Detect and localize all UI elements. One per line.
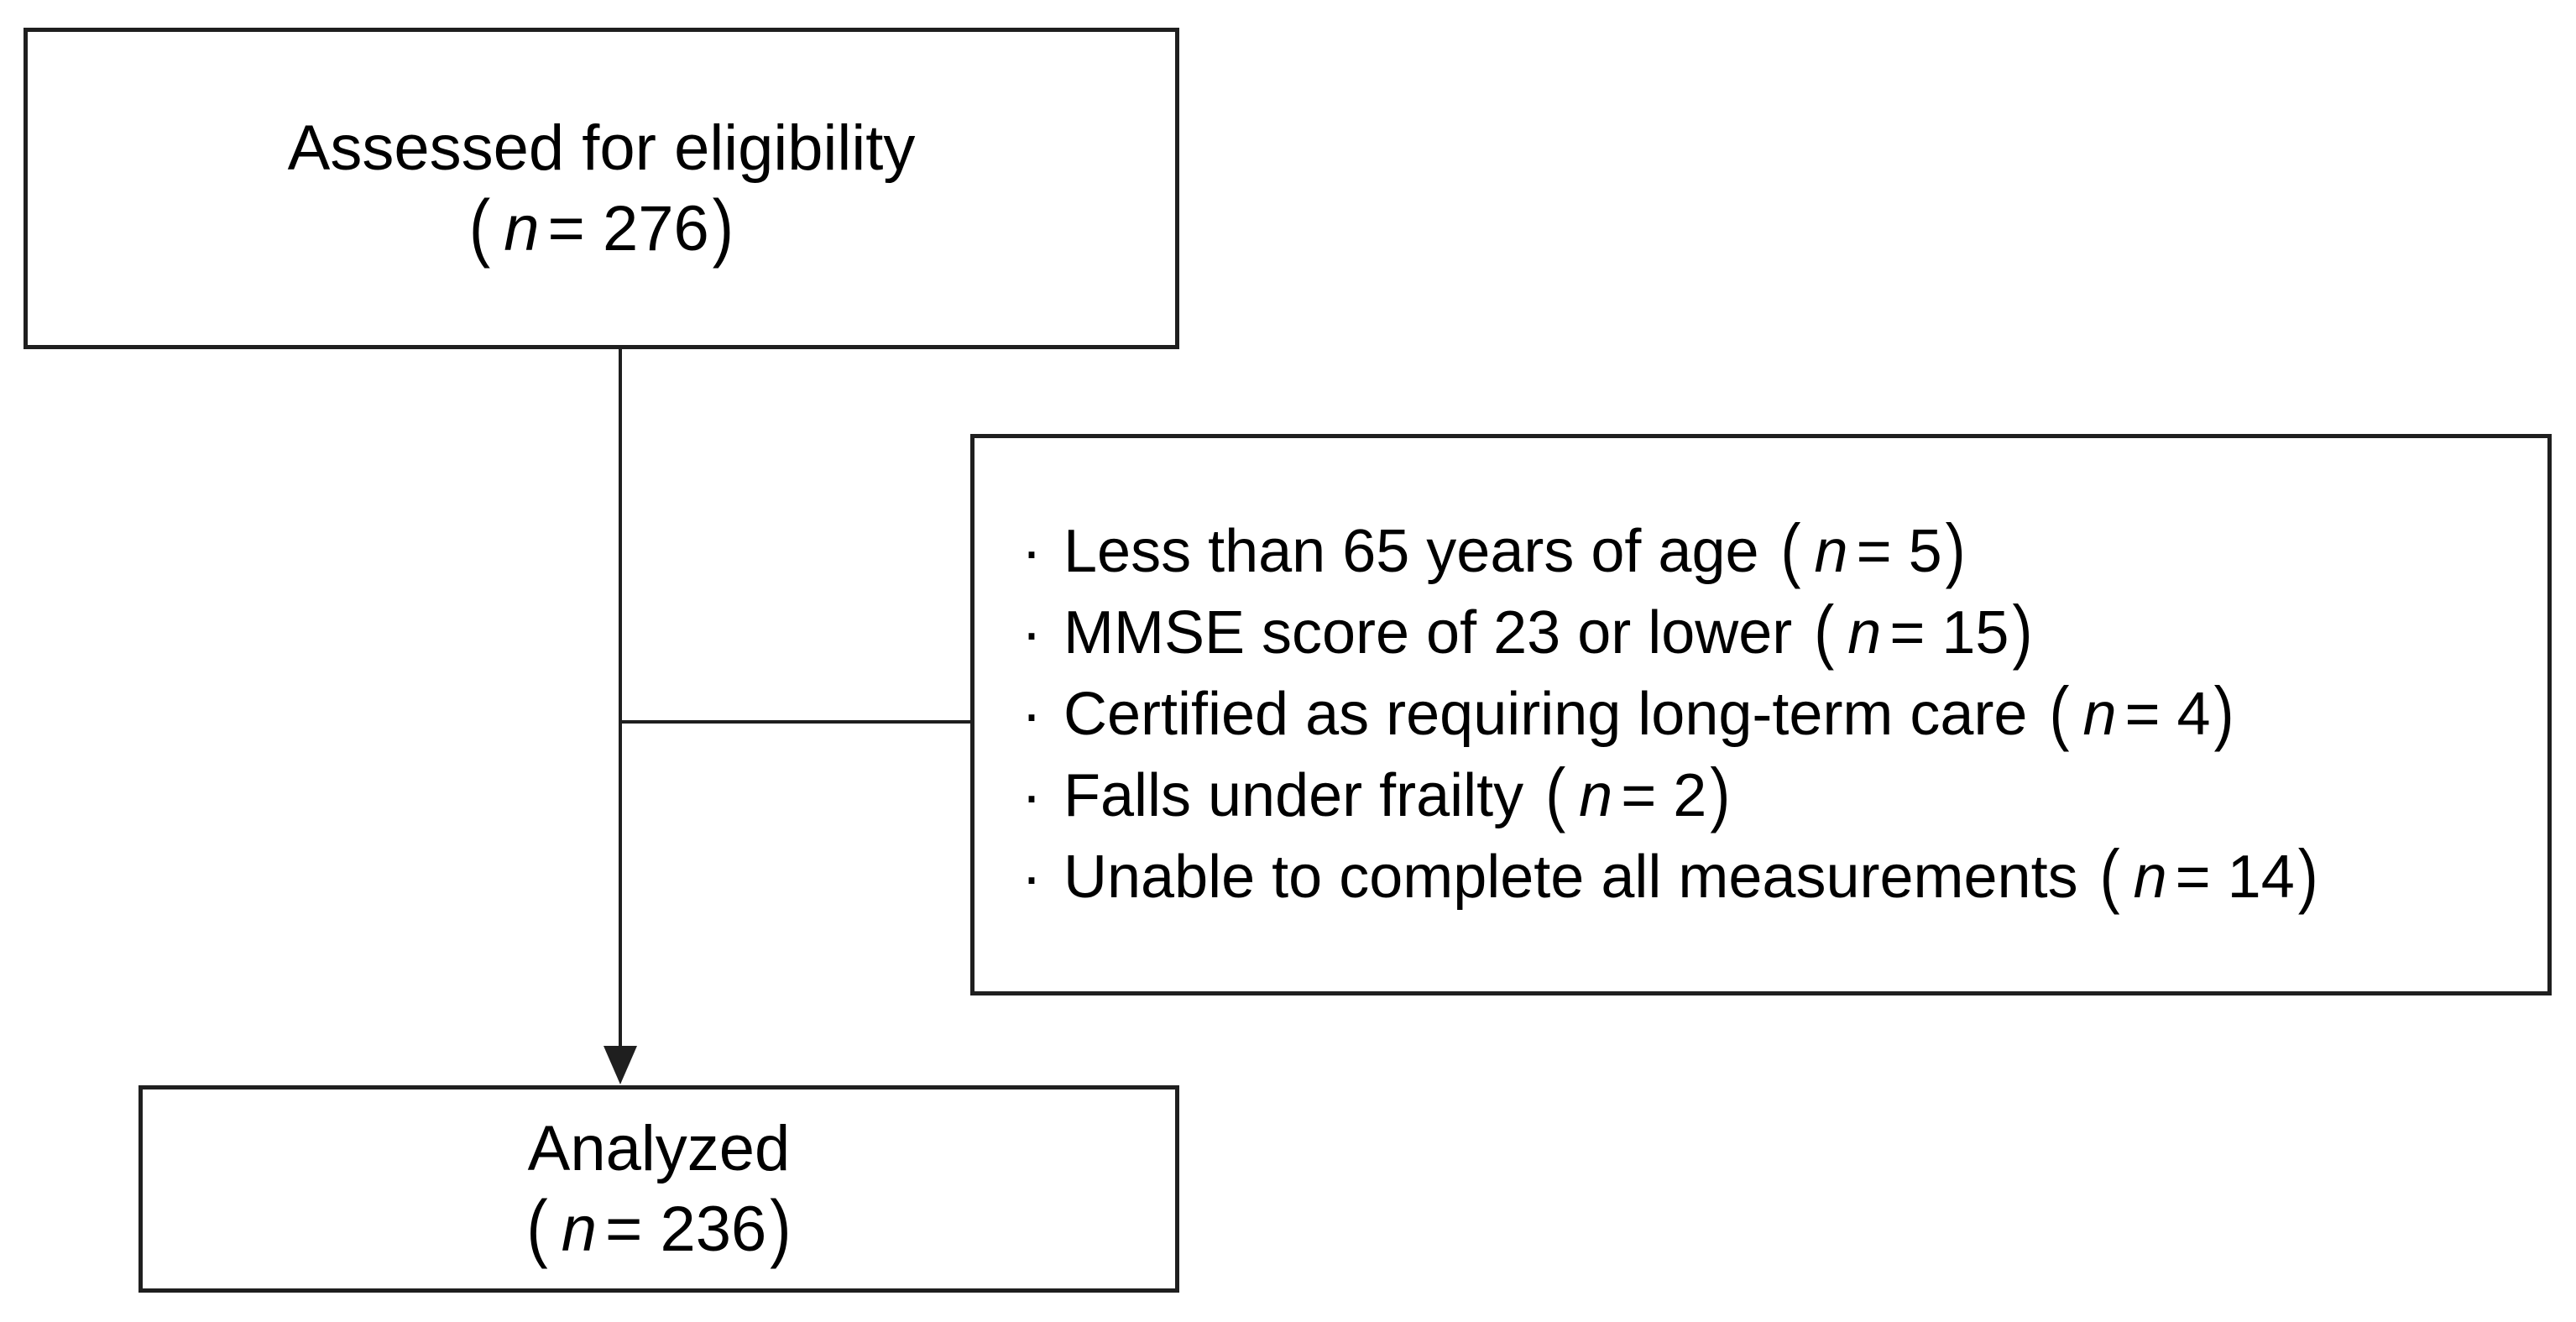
paren-open: (	[1545, 755, 1566, 834]
exclusion-item: · Falls under frailty (n = 2)	[1022, 755, 1730, 837]
bullet-icon: ·	[1022, 518, 1042, 585]
bullet-icon: ·	[1022, 599, 1042, 666]
exclusion-item-text: Unable to complete all measurements	[1063, 844, 2078, 911]
paren-close: )	[1945, 510, 1966, 590]
n-variable: n	[2082, 681, 2117, 748]
paren-open: (	[1814, 592, 1835, 671]
n-value: = 2	[1621, 762, 1707, 829]
exclusion-item-n-count: (n = 5)	[1781, 510, 1966, 589]
n-value: = 236	[604, 1193, 767, 1265]
n-variable: n	[561, 1193, 597, 1265]
exclusion-item-n-count: (n = 15)	[1814, 592, 2032, 671]
exclusion-item: · Certified as requiring long-term care (n…	[1022, 673, 2234, 755]
exclusion-item: · Unable to complete all measurements (n = …	[1022, 836, 2318, 918]
n-variable: n	[1579, 762, 1613, 829]
n-variable: n	[1847, 599, 1882, 666]
vertical-connector-line	[619, 349, 622, 1047]
analyzed-n-count: (n = 236)	[526, 1185, 791, 1269]
paren-open: (	[526, 1185, 548, 1270]
assessed-for-eligibility-box: Assessed for eligibility (n = 276)	[24, 28, 1179, 349]
paren-close: )	[2213, 673, 2234, 753]
n-value: = 276	[547, 192, 709, 264]
exclusion-item-text: Certified as requiring long-term care	[1063, 681, 2028, 748]
paren-close: )	[1710, 755, 1731, 834]
exclusion-item-text: MMSE score of 23 or lower	[1063, 599, 1793, 666]
arrowhead-down-icon	[604, 1046, 637, 1084]
exclusion-item-n-count: (n = 14)	[2100, 836, 2318, 915]
bullet-icon: ·	[1022, 844, 1042, 911]
bullet-icon: ·	[1022, 681, 1042, 748]
n-variable: n	[2133, 844, 2167, 911]
bullet-icon: ·	[1022, 762, 1042, 829]
exclusion-item: · MMSE score of 23 or lower (n = 15)	[1022, 592, 2032, 674]
n-variable: n	[504, 192, 540, 264]
exclusion-item-n-count: (n = 4)	[2049, 673, 2234, 752]
paren-open: (	[468, 185, 491, 269]
paren-open: (	[2049, 673, 2070, 753]
exclusion-item-text: Falls under frailty	[1063, 762, 1524, 829]
n-value: = 5	[1856, 518, 1942, 585]
exclusion-criteria-box: · Less than 65 years of age(n = 5) · MMSE s…	[970, 434, 2552, 995]
assessed-label: Assessed for eligibility	[287, 112, 916, 184]
paren-close: )	[2297, 836, 2318, 916]
assessed-n-count: (n = 276)	[469, 185, 734, 269]
paren-open: (	[1780, 510, 1801, 590]
n-value: = 4	[2124, 681, 2211, 748]
paren-open: (	[2099, 836, 2120, 916]
paren-close: )	[712, 185, 734, 269]
exclusion-item-n-count: (n = 2)	[1545, 755, 1730, 833]
analyzed-label: Analyzed	[527, 1112, 791, 1184]
paren-close: )	[2012, 592, 2033, 671]
exclusion-item: · Less than 65 years of age (n = 5)	[1022, 510, 1966, 593]
n-value: = 14	[2175, 844, 2295, 911]
exclusion-item-text: Less than 65 years of age	[1063, 518, 1759, 585]
n-variable: n	[1814, 518, 1848, 585]
analyzed-box: Analyzed (n = 236)	[138, 1085, 1179, 1293]
paren-close: )	[770, 1185, 792, 1270]
n-value: = 15	[1889, 599, 2009, 666]
horizontal-branch-line	[620, 720, 970, 724]
